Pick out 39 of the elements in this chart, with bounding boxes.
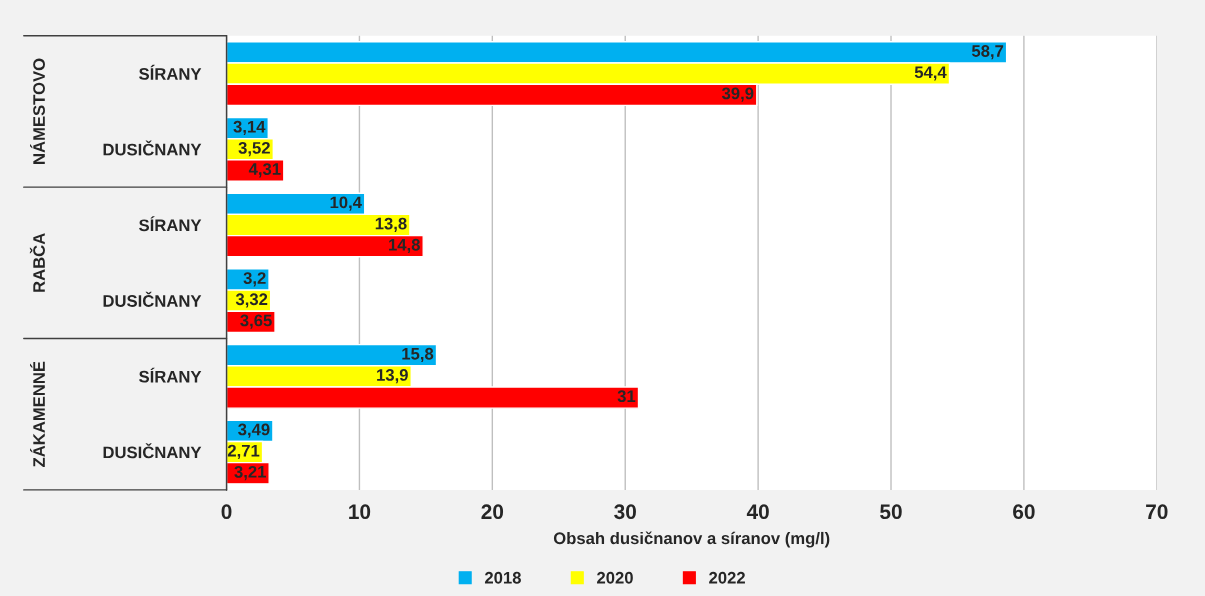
data-label: 31 [617, 390, 636, 403]
data-label: 3,2 [243, 272, 266, 287]
data-label: 39,9 [721, 87, 754, 102]
data-label: 10,4 [330, 196, 362, 211]
legend-label: 2022 [709, 571, 745, 584]
x-tick-label: 10 [349, 504, 371, 520]
data-label: 13,9 [377, 369, 408, 384]
data-label: 3,14 [233, 120, 266, 135]
legend-label: 2018 [484, 571, 521, 584]
x-tick-label: 20 [481, 504, 504, 520]
text: NÁMESTOVO [30, 58, 45, 164]
data-label: 3,49 [238, 423, 270, 438]
y-tick-label: DUSIČNANY [103, 291, 202, 307]
y-tick-label: DUSIČNANY [103, 140, 202, 156]
y-tick-label: SÍRANY [139, 216, 202, 232]
data-label: 3,52 [238, 141, 270, 157]
y-tick-label: DUSIČNANY [103, 443, 202, 459]
y-tick-label: SÍRANY [139, 367, 202, 383]
text: ZÁKAMENNÉ [30, 361, 45, 467]
text: RABČA [29, 233, 45, 292]
x-tick-label: 0 [221, 504, 232, 520]
x-tick-label: 70 [1146, 504, 1168, 520]
data-label: 58,7 [971, 45, 1004, 60]
x-tick-label: 30 [614, 504, 636, 520]
y-tick-label: SÍRANY [139, 64, 202, 80]
x-tick-label: 50 [880, 504, 902, 520]
x-tick-label: 60 [1013, 504, 1035, 520]
data-label: 13,8 [375, 217, 407, 232]
data-label: 4,31 [248, 163, 281, 178]
data-label: 15,8 [402, 347, 434, 363]
x-axis-title: Obsah dusičnanov a síranov (mg/l) [553, 531, 830, 548]
data-label: 3,32 [235, 293, 268, 308]
data-label: 14,8 [389, 238, 420, 254]
legend-label: 2020 [597, 571, 633, 584]
data-label: 2,71 [227, 444, 260, 459]
data-label: 54,4 [914, 66, 947, 81]
data-label: 3,21 [234, 465, 266, 481]
data-label: 3,65 [240, 314, 272, 329]
x-tick-label: 40 [746, 504, 769, 520]
